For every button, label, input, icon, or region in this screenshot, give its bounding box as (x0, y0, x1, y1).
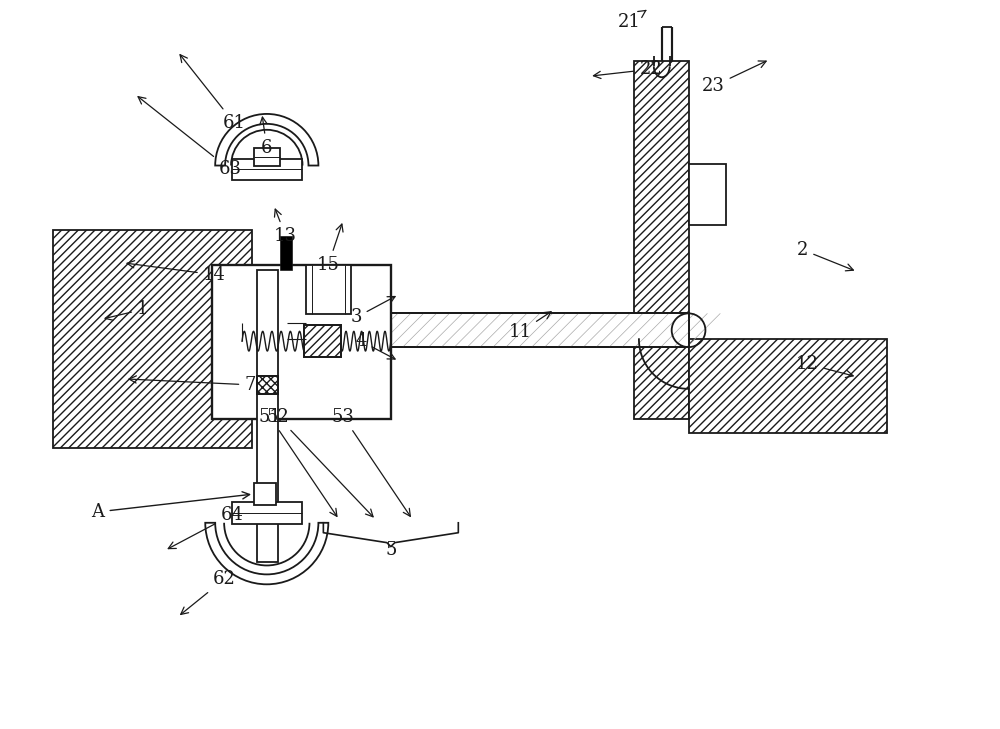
Bar (254, 148, 280, 165)
Text: 3: 3 (350, 297, 395, 327)
Text: 12: 12 (796, 355, 853, 378)
Bar (280, 236, 292, 270)
Bar (304, 325, 341, 357)
Bar (689, 339, 887, 434)
Text: 53: 53 (332, 408, 410, 516)
Text: 23: 23 (702, 61, 766, 95)
Text: 51: 51 (258, 408, 337, 516)
Text: 7: 7 (129, 376, 256, 394)
Text: 21: 21 (618, 10, 646, 31)
Text: 11: 11 (508, 312, 551, 341)
Bar (232, 502, 302, 523)
Bar (304, 325, 341, 357)
Text: 61: 61 (180, 55, 246, 132)
Text: 5: 5 (385, 541, 397, 558)
Bar (257, 376, 278, 394)
Wedge shape (215, 114, 318, 165)
Bar (212, 265, 391, 418)
Bar (254, 483, 276, 505)
Polygon shape (53, 230, 252, 448)
Text: 64: 64 (168, 506, 243, 549)
Bar (232, 159, 302, 180)
Text: 13: 13 (274, 209, 297, 245)
Bar (257, 376, 278, 394)
Text: A: A (92, 492, 250, 521)
Text: 2: 2 (797, 241, 853, 271)
Text: 1: 1 (105, 300, 148, 320)
Text: 63: 63 (138, 97, 242, 179)
Text: 62: 62 (181, 570, 236, 615)
Bar (689, 163, 726, 225)
Text: 6: 6 (260, 117, 273, 157)
Text: 52: 52 (266, 408, 373, 517)
Wedge shape (205, 523, 328, 585)
Text: 4: 4 (355, 332, 395, 359)
Text: 22: 22 (593, 61, 662, 79)
Bar (287, 313, 689, 347)
Bar (306, 265, 351, 314)
Bar (257, 270, 278, 563)
Text: 14: 14 (127, 261, 226, 284)
Bar (287, 313, 689, 347)
Bar (287, 313, 689, 347)
Bar (634, 61, 689, 418)
Text: 15: 15 (317, 224, 343, 274)
